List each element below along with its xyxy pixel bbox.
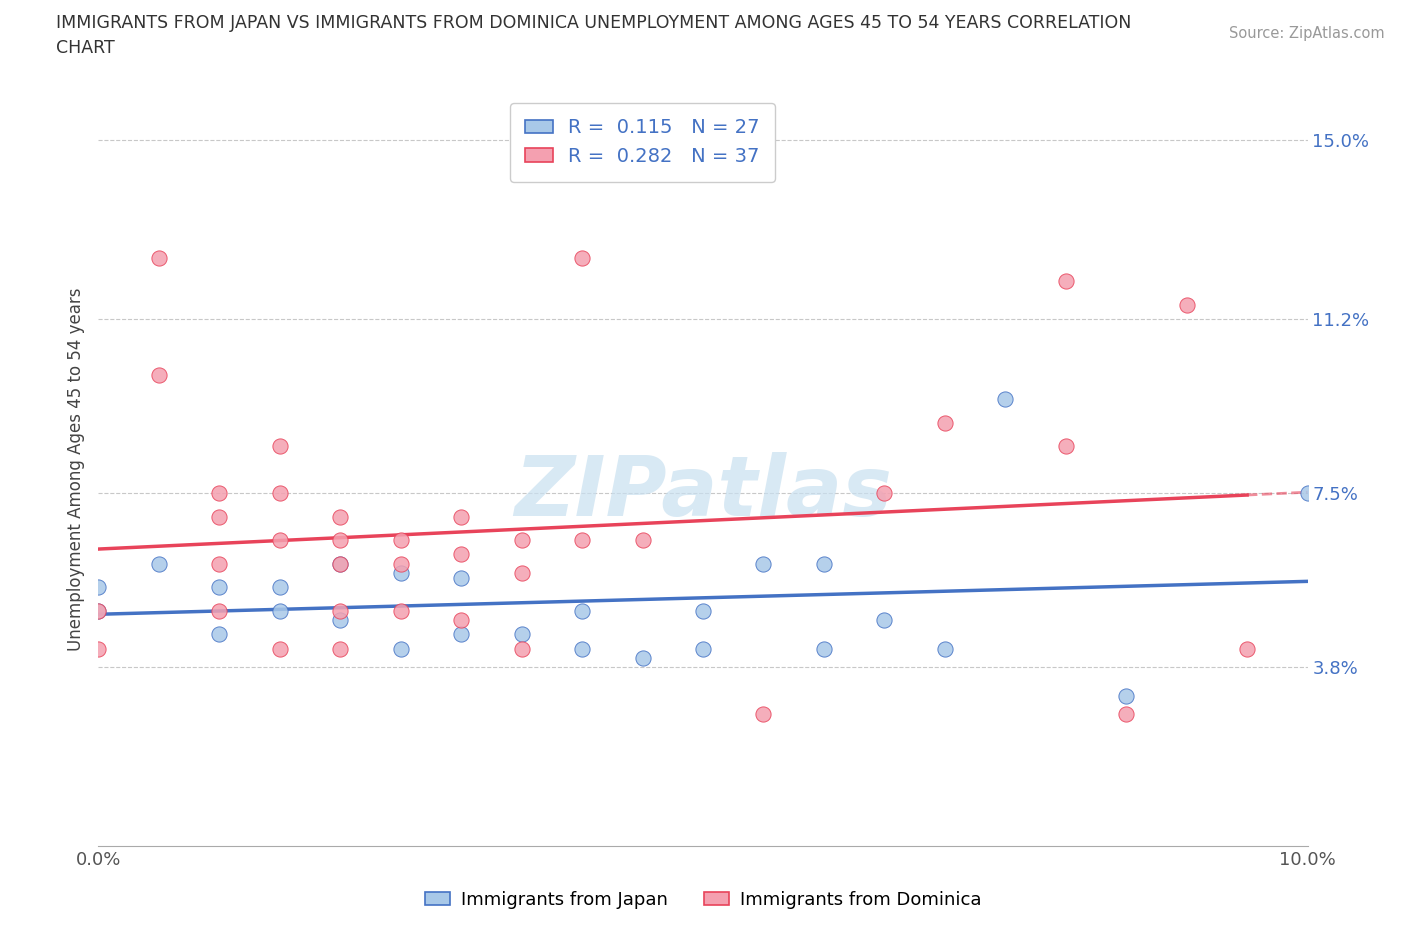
Point [873, 485, 896, 500]
Point [571, 641, 593, 656]
Point [571, 604, 593, 618]
Point [208, 627, 231, 642]
Point [208, 510, 231, 525]
Point [87, 641, 110, 656]
Point [450, 627, 472, 642]
Point [692, 641, 714, 656]
Point [510, 627, 533, 642]
Point [692, 604, 714, 618]
Point [389, 533, 412, 548]
Point [329, 604, 352, 618]
Point [87, 604, 110, 618]
Point [631, 651, 654, 666]
Point [208, 556, 231, 571]
Point [269, 439, 291, 454]
Point [934, 641, 956, 656]
Point [631, 533, 654, 548]
Point [269, 580, 291, 595]
Point [450, 570, 472, 585]
Y-axis label: Unemployment Among Ages 45 to 54 years: Unemployment Among Ages 45 to 54 years [66, 288, 84, 651]
Point [934, 415, 956, 430]
Point [269, 485, 291, 500]
Point [389, 556, 412, 571]
Point [571, 250, 593, 265]
Point [1054, 274, 1077, 289]
Point [389, 641, 412, 656]
Point [329, 510, 352, 525]
Text: CHART: CHART [56, 39, 115, 57]
Point [873, 613, 896, 628]
Point [1236, 641, 1258, 656]
Point [329, 556, 352, 571]
Point [450, 510, 472, 525]
Point [1296, 485, 1319, 500]
Text: Source: ZipAtlas.com: Source: ZipAtlas.com [1229, 26, 1385, 41]
Point [389, 604, 412, 618]
Point [148, 250, 170, 265]
Point [329, 556, 352, 571]
Point [389, 565, 412, 580]
Point [450, 547, 472, 562]
Point [329, 641, 352, 656]
Point [813, 556, 835, 571]
Point [329, 533, 352, 548]
Point [752, 707, 775, 722]
Point [208, 580, 231, 595]
Text: ZIPatlas: ZIPatlas [515, 452, 891, 533]
Point [208, 604, 231, 618]
Point [1115, 707, 1137, 722]
Point [813, 641, 835, 656]
Point [994, 392, 1017, 406]
Point [450, 613, 472, 628]
Point [148, 556, 170, 571]
Point [752, 556, 775, 571]
Point [269, 641, 291, 656]
Point [329, 613, 352, 628]
Legend: R =  0.115   N = 27, R =  0.282   N = 37: R = 0.115 N = 27, R = 0.282 N = 37 [510, 102, 775, 181]
Point [208, 485, 231, 500]
Point [1115, 688, 1137, 703]
Point [269, 533, 291, 548]
Point [1175, 298, 1198, 312]
Point [510, 533, 533, 548]
Point [510, 565, 533, 580]
Point [1054, 439, 1077, 454]
Text: IMMIGRANTS FROM JAPAN VS IMMIGRANTS FROM DOMINICA UNEMPLOYMENT AMONG AGES 45 TO : IMMIGRANTS FROM JAPAN VS IMMIGRANTS FROM… [56, 14, 1132, 32]
Point [87, 604, 110, 618]
Legend: Immigrants from Japan, Immigrants from Dominica: Immigrants from Japan, Immigrants from D… [418, 884, 988, 916]
Point [510, 641, 533, 656]
Point [87, 580, 110, 595]
Point [148, 368, 170, 383]
Point [269, 604, 291, 618]
Point [571, 533, 593, 548]
